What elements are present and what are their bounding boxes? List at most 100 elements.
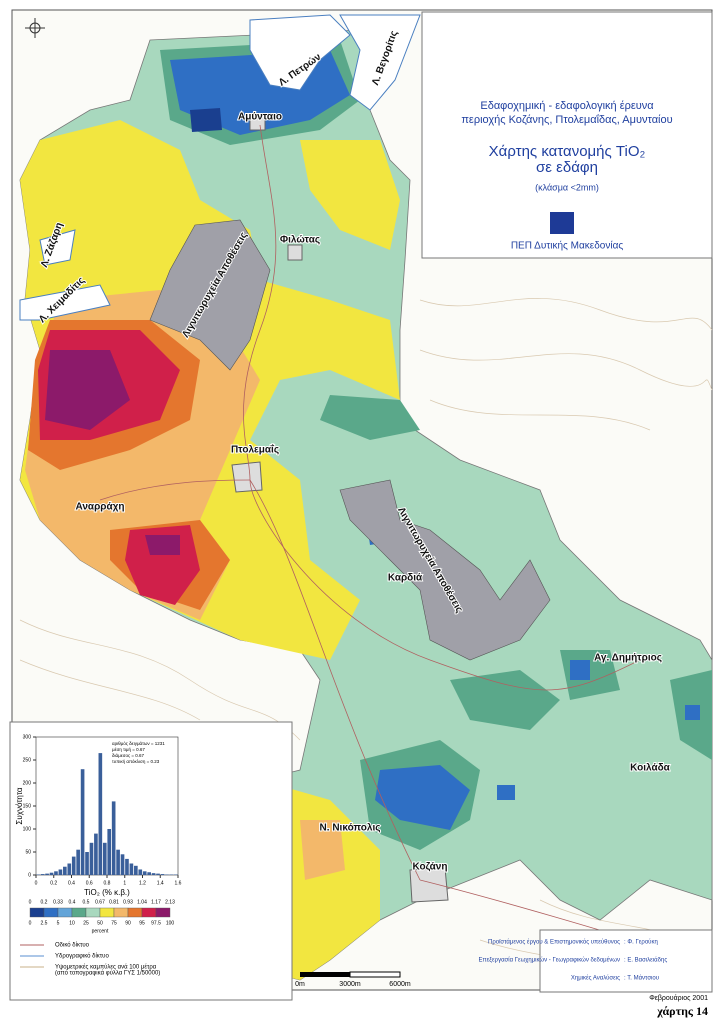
histogram-bar [45, 873, 49, 875]
credit-name: : Τ. Μάντσιου [624, 975, 659, 982]
histogram-bar [54, 871, 58, 875]
percentile: 5 [57, 920, 60, 926]
scale-label: 6000m [389, 981, 411, 988]
x-tick-label: 1 [123, 880, 126, 886]
class-break: 2.13 [165, 899, 175, 905]
class-break: 0.2 [41, 899, 48, 905]
place-label: Αγ. Δημήτριος [594, 653, 662, 664]
map-subtitle: σε εδάφη [536, 159, 598, 176]
axis-label: TiO₂ (% κ.β.) [84, 888, 130, 897]
percentile: 0 [29, 920, 32, 926]
class-break: 1.04 [137, 899, 147, 905]
percentile: 50 [97, 920, 103, 926]
histogram-bar [40, 874, 45, 875]
class-break: 0 [29, 899, 32, 905]
class-swatch [71, 907, 87, 918]
legend-line-label: (από τοπογραφικά φύλλα ΓΥΣ 1/50000) [55, 970, 160, 977]
class-swatch [127, 907, 143, 918]
histogram-bar [49, 872, 54, 875]
legend-line-label: Υψομετρικές καμπύλες ανά 100 μέτρα [55, 964, 157, 971]
map-title: Χάρτης κατανομής TiO₂ [489, 143, 646, 160]
y-tick-label: 50 [25, 849, 31, 855]
place-label: Αναρράχη [76, 502, 125, 513]
scale-label: 3000m [339, 981, 361, 988]
x-tick-label: 0.2 [50, 880, 57, 886]
stat: αριθμός δειγμάτων = 1231 [112, 740, 165, 746]
percentile: 75 [111, 920, 117, 926]
histogram-bar [107, 829, 112, 875]
legend-line-label: Οδικό δίκτυο [55, 942, 90, 949]
fraction: (κλάσμα <2mm) [535, 182, 599, 192]
percentile: 90 [125, 920, 131, 926]
stat: τυπική απόκλιση = 0.23 [112, 758, 160, 764]
histogram-bar [116, 849, 120, 875]
eu-flag [550, 212, 574, 234]
histogram-bar [138, 869, 143, 875]
histogram-bar [63, 866, 67, 875]
class-break: 0.4 [69, 899, 76, 905]
class-break: 0.5 [83, 899, 90, 905]
class-swatch [99, 907, 115, 918]
histogram-bar [147, 872, 151, 875]
place-label: Πτολεμαΐς [231, 444, 279, 456]
class-swatch [113, 907, 129, 918]
x-tick-label: 0.8 [104, 880, 111, 886]
y-tick-label: 300 [23, 734, 32, 740]
study-region [19, 14, 713, 981]
histogram-bar [58, 869, 63, 875]
credit-role: Προϊστάμενος έργου & Επιστημονικός υπεύθ… [488, 939, 620, 946]
histogram-bar [76, 849, 80, 875]
x-tick-label: 1.6 [175, 880, 182, 886]
histogram-bar [111, 801, 116, 875]
y-tick-label: 100 [23, 826, 32, 832]
credit-role: Χημικές Αναλύσεις [571, 975, 620, 982]
y-axis-label: Συχνότητα [15, 787, 24, 825]
percentile: 97.5 [151, 920, 161, 926]
legend-box [9, 721, 293, 1001]
footer-sheet: χάρτης 14 [656, 1004, 708, 1018]
place-label: Φιλώτας [280, 235, 320, 246]
histogram-bar [80, 769, 85, 875]
x-tick-label: 1.4 [157, 880, 164, 886]
footer-date: Φεβρουάριος 2001 [649, 994, 708, 1002]
histogram-bar [151, 873, 156, 875]
credits-box [539, 929, 713, 993]
credit-name: : Φ. Γερούκη [624, 940, 658, 946]
scale-bar [300, 972, 350, 977]
title-line: περιοχής Κοζάνης, Πτολεμαΐδας, Αμυνταίου [461, 114, 672, 126]
y-tick-label: 0 [28, 872, 31, 878]
compass [25, 18, 45, 38]
percentile: 2.5 [41, 920, 48, 926]
place-label: Αμύνταιο [238, 112, 282, 123]
histogram-bar [160, 874, 165, 875]
histogram-bar [156, 873, 160, 875]
x-tick-label: 1.2 [139, 880, 146, 886]
place-label: Ν. Νικόπολις [320, 823, 381, 834]
class-swatch [85, 907, 101, 918]
class-swatch [57, 907, 73, 918]
percentile: 25 [83, 920, 89, 926]
y-tick-label: 150 [23, 803, 32, 809]
class-break: 1.17 [151, 899, 161, 905]
y-tick-label: 250 [23, 757, 32, 763]
place-label: Κοιλάδα [630, 763, 671, 774]
class-break: 0.33 [53, 899, 63, 905]
percentile: 10 [69, 920, 75, 926]
histogram-bar [142, 871, 147, 875]
class-swatch [155, 907, 171, 918]
histogram-bar [67, 863, 72, 875]
stat: διάμεσος = 0.67 [112, 752, 145, 758]
credit-name: : Ε. Βασιλειάδης [624, 957, 667, 964]
histogram-bar [71, 856, 76, 875]
histogram-bar [98, 753, 103, 875]
x-tick-label: 0 [35, 880, 38, 886]
legend-line-label: Υδρογραφικό δίκτυο [55, 953, 109, 960]
credit-role: Επεξεργασία Γεωχημικών - Γεωγραφικών δεδ… [478, 957, 620, 964]
program: ΠΕΠ Δυτικής Μακεδονίας [511, 240, 624, 252]
class-break: 0.93 [123, 899, 133, 905]
title-line: Εδαφοχημική - εδαφολογική έρευνα [480, 100, 654, 112]
histogram-bar [102, 842, 107, 875]
histogram-bar [125, 858, 129, 875]
histogram-bar [129, 863, 134, 875]
